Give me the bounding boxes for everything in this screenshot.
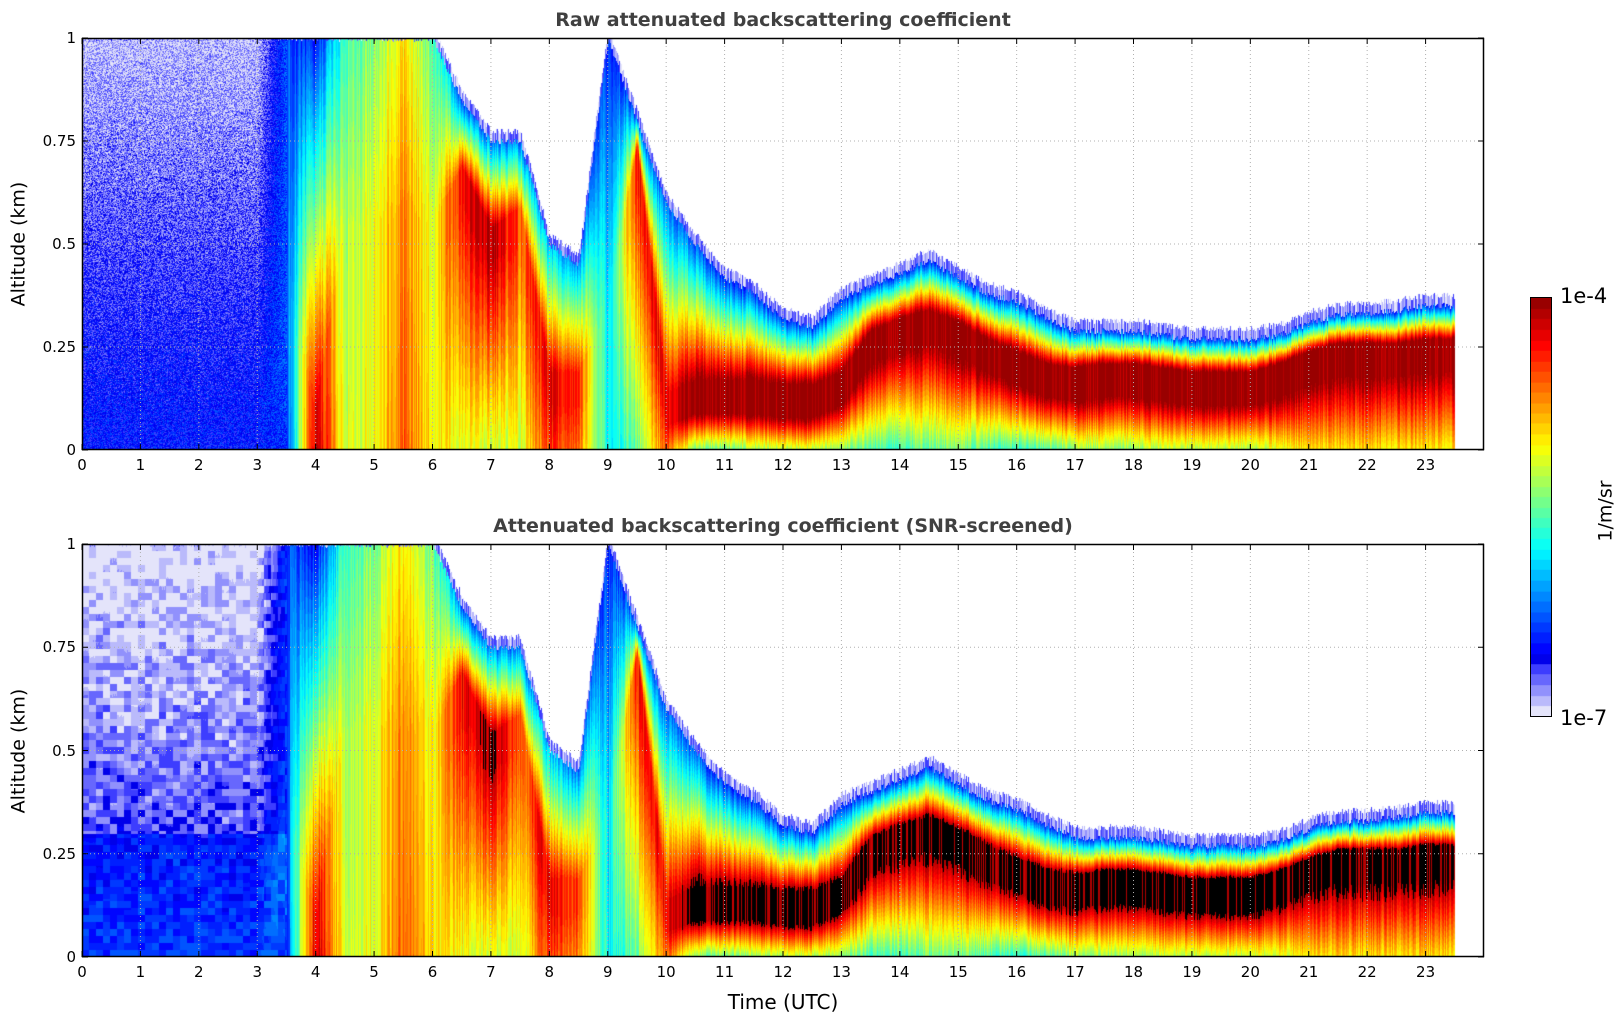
colorbar (1530, 297, 1552, 717)
x-tick-label: 20 (1240, 963, 1260, 981)
x-tick-label: 17 (1065, 456, 1085, 474)
axes-raw (81, 37, 1485, 451)
y-axis-label-1: Altitude (km) (7, 181, 30, 307)
x-tick-label: 6 (427, 963, 438, 981)
x-tick-label: 17 (1065, 963, 1085, 981)
x-tick-label: 12 (773, 456, 793, 474)
colorbar-min-label: 1e-7 (1560, 706, 1608, 730)
y-tick-label: 0 (66, 948, 76, 966)
x-tick-label: 0 (77, 963, 87, 981)
plot-frame (81, 543, 1485, 958)
x-tick-label: 11 (715, 963, 735, 981)
y-tick-label: 1 (66, 535, 76, 553)
x-tick-label: 2 (194, 456, 204, 474)
x-tick-label: 13 (831, 963, 851, 981)
y-tick-label: 0.75 (42, 638, 76, 657)
x-tick-label: 9 (602, 963, 613, 981)
x-tick-label: 19 (1182, 963, 1202, 981)
x-tick-label: 22 (1357, 456, 1377, 474)
x-tick-label: 8 (544, 963, 555, 981)
axes-screened (81, 543, 1485, 958)
x-tick-label: 18 (1123, 456, 1144, 474)
x-tick-label: 16 (1007, 456, 1027, 474)
x-tick-label: 7 (486, 963, 496, 981)
x-tick-label: 3 (252, 456, 263, 474)
y-axis-label-2: Altitude (km) (7, 688, 30, 814)
x-tick-label: 22 (1357, 963, 1377, 981)
plot-frame (81, 37, 1485, 451)
x-tick-label: 7 (486, 456, 496, 474)
colorbar-max-label: 1e-4 (1560, 284, 1608, 308)
x-tick-label: 15 (948, 963, 968, 981)
y-tick-label: 1 (66, 29, 76, 47)
x-tick-label: 1 (135, 456, 146, 474)
x-tick-label: 15 (948, 456, 968, 474)
x-tick-label: 21 (1299, 963, 1319, 981)
x-tick-label: 10 (656, 963, 676, 981)
x-tick-label: 3 (252, 963, 263, 981)
panel-raw-backscatter: 0 1 2 3 4 5 6 7 8 9 10 11 12 13 14 15 16 17 18 19 20 21 22 23 0 0… (43, 29, 1485, 474)
y-tick-label: 0.5 (52, 741, 76, 760)
x-tick-label: 14 (890, 963, 910, 981)
x-tick-label: 23 (1416, 456, 1436, 474)
x-tick-label: 13 (831, 456, 851, 474)
y-tick-label: 0.75 (42, 132, 76, 150)
x-tick-label: 23 (1416, 963, 1436, 981)
panel-snr-screened: 0 1 2 3 4 5 6 7 8 9 10 11 12 13 14 15 16 17 18 19 20 21 22 23 0 0… (43, 535, 1485, 981)
x-tick-label: 1 (135, 963, 146, 981)
x-tick-label: 8 (544, 456, 555, 474)
x-tick-label: 4 (310, 456, 321, 474)
x-tick-label: 2 (194, 963, 204, 981)
x-tick-label: 19 (1182, 456, 1202, 474)
panel-1-title: Raw attenuated backscattering coefficien… (555, 9, 1011, 31)
x-tick-label: 18 (1123, 963, 1144, 981)
x-tick-label: 5 (369, 456, 379, 474)
x-tick-label: 5 (369, 963, 379, 981)
x-tick-label: 12 (773, 963, 793, 981)
y-tick-label: 0.5 (52, 235, 76, 253)
x-tick-label: 16 (1007, 963, 1027, 981)
x-tick-label: 20 (1240, 456, 1260, 474)
colorbar-unit-label: 1/m/sr (1594, 480, 1617, 542)
panel-2-title: Attenuated backscattering coefficient (S… (493, 515, 1073, 537)
x-tick-label: 0 (77, 456, 87, 474)
x-tick-label: 21 (1299, 456, 1319, 474)
x-tick-label: 9 (602, 456, 613, 474)
x-tick-label: 10 (656, 456, 676, 474)
y-tick-label: 0 (66, 441, 76, 459)
x-tick-label: 6 (427, 456, 438, 474)
y-tick-label: 0.25 (42, 338, 76, 356)
y-tick-label: 0.25 (42, 844, 76, 863)
x-tick-label: 14 (890, 456, 910, 474)
x-tick-label: 4 (310, 963, 321, 981)
x-axis-label: Time (UTC) (727, 990, 839, 1014)
x-tick-label: 11 (715, 456, 735, 474)
